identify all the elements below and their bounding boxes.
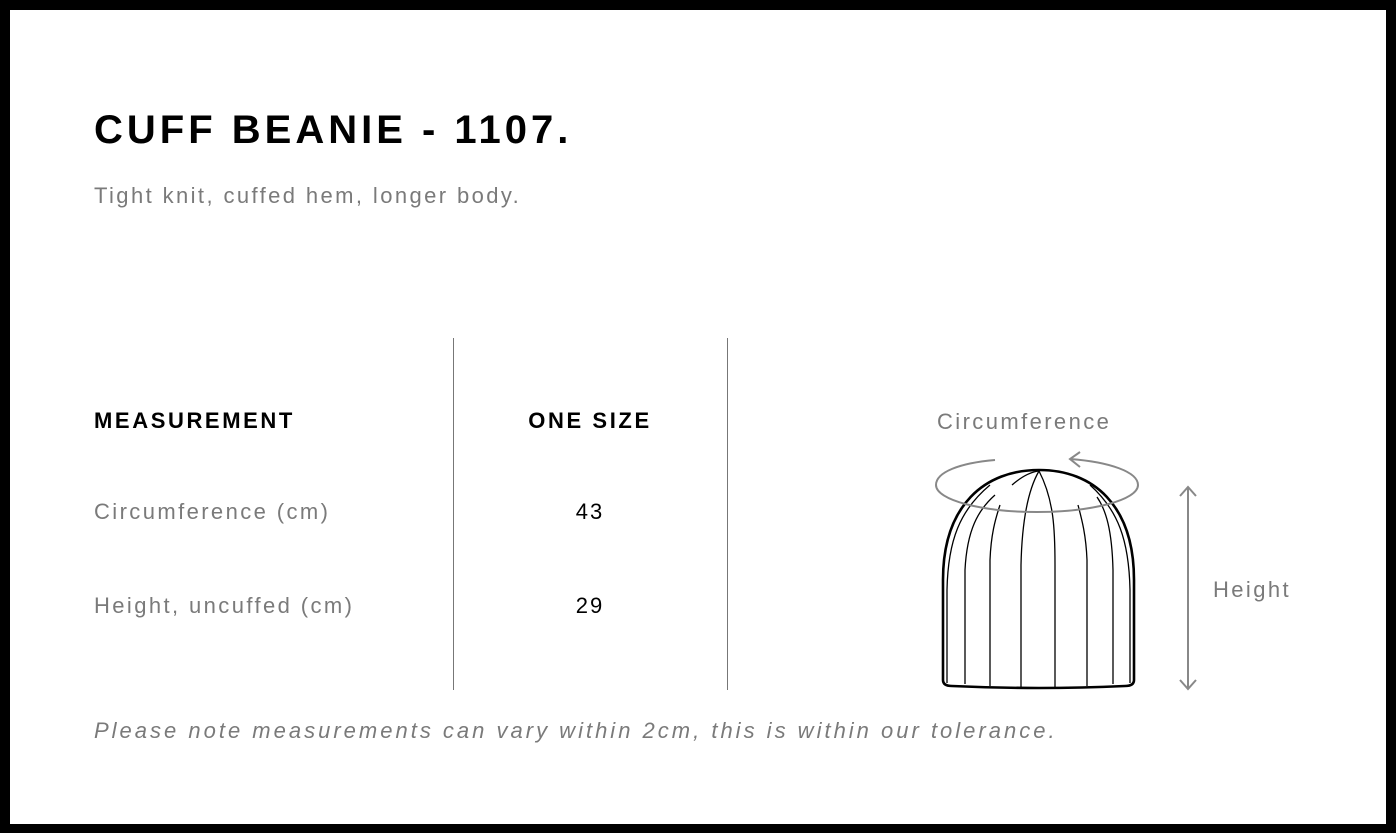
row-label-circumference: Circumference (cm) [94,499,331,524]
column-header-one-size: ONE SIZE [528,408,652,433]
row-value-height: 29 [575,593,605,618]
tolerance-note: Please note measurements can vary within… [94,718,1058,743]
diagram-label-circumference: Circumference [937,409,1112,434]
column-divider [453,338,454,690]
row-label-height: Height, uncuffed (cm) [94,593,355,618]
circumference-arrow-icon [934,451,1140,514]
beanie-illustration [941,468,1136,690]
diagram-label-height: Height [1213,577,1291,602]
page-title: CUFF BEANIE - 1107. [94,108,573,152]
column-header-measurement: MEASUREMENT [94,408,295,433]
column-divider [727,338,728,690]
height-arrow-icon [1179,485,1197,691]
row-value-circumference: 43 [575,499,605,524]
page-subtitle: Tight knit, cuffed hem, longer body. [94,183,522,208]
